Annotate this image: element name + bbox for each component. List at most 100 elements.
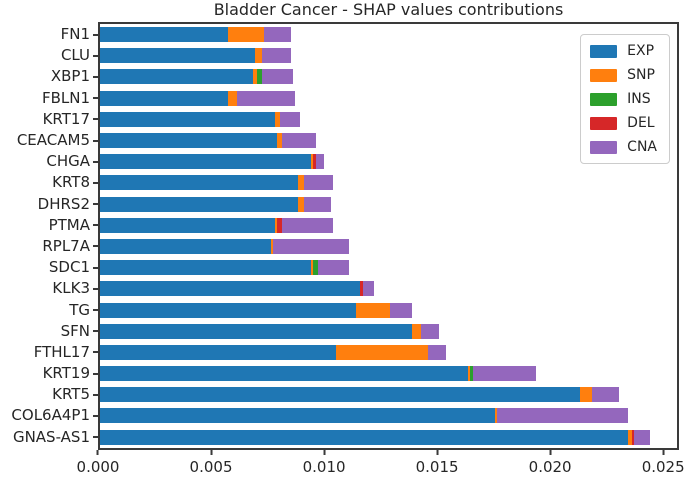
- segment-cna-KLK3: [362, 281, 374, 297]
- segment-exp-CLU: [100, 48, 255, 64]
- bar-KRT19: [100, 366, 677, 382]
- bar-KRT17: [100, 111, 677, 127]
- segment-snp-KRT19: [468, 366, 471, 382]
- y-label-row: FN1: [0, 27, 98, 42]
- x-tick-mark: [96, 450, 99, 455]
- y-tick-label-KRT8: KRT8: [52, 173, 90, 192]
- bar-CHGA: [100, 154, 677, 170]
- segment-del-GNAS-AS1: [632, 429, 635, 445]
- bar-XBP1: [100, 69, 677, 85]
- x-tick-mark: [323, 450, 326, 455]
- y-label-row: DHRS2: [0, 196, 98, 212]
- segment-exp-DHRS2: [100, 196, 298, 212]
- segment-exp-SDC1: [100, 260, 312, 276]
- segment-snp-KRT5: [580, 387, 592, 403]
- y-label-row: GNAS-AS1: [0, 429, 98, 445]
- legend-swatch-snp: [590, 68, 618, 82]
- y-tick-mark: [93, 33, 98, 36]
- segment-exp-FN1: [100, 27, 228, 43]
- y-label-row: KRT19: [0, 366, 98, 381]
- segment-cna-GNAS-AS1: [634, 429, 651, 445]
- segment-del-PTMA: [277, 217, 282, 233]
- legend-item-ins: INS: [590, 92, 657, 106]
- x-tick-label: 0.020: [528, 458, 572, 476]
- x-tick-label: 0.010: [302, 458, 346, 476]
- y-label-row: KRT17: [0, 111, 98, 127]
- y-tick-label-FTHL17: FTHL17: [33, 342, 90, 361]
- bars-container: [100, 24, 677, 448]
- segment-cna-SFN: [421, 323, 439, 339]
- bar-FBLN1: [100, 90, 677, 106]
- bar-GNAS-AS1: [100, 429, 677, 445]
- segment-exp-PTMA: [100, 217, 276, 233]
- y-tick-label-RPL7A: RPL7A: [42, 236, 90, 255]
- legend-label-del: DEL: [627, 115, 655, 131]
- y-label-row: CEACAM5: [0, 133, 98, 148]
- bar-CLU: [100, 48, 677, 64]
- bar-RPL7A: [100, 238, 677, 254]
- segment-exp-XBP1: [100, 69, 253, 85]
- segment-snp-XBP1: [252, 69, 258, 85]
- y-tick-label-KLK3: KLK3: [52, 279, 90, 298]
- y-tick-mark: [93, 393, 98, 396]
- segment-snp-RPL7A: [270, 238, 273, 254]
- y-tick-label-KRT19: KRT19: [42, 364, 90, 383]
- bar-SDC1: [100, 260, 677, 276]
- bar-KLK3: [100, 281, 677, 297]
- legend-label-cna: CNA: [627, 139, 657, 155]
- segment-cna-XBP1: [261, 69, 294, 85]
- bar-FN1: [100, 27, 677, 43]
- y-tick-mark: [93, 203, 98, 206]
- y-label-row: CHGA: [0, 154, 98, 169]
- bar-SFN: [100, 323, 677, 339]
- segment-exp-CEACAM5: [100, 133, 278, 149]
- segment-snp-CLU: [254, 48, 262, 64]
- x-tick-0.025: 0.025: [642, 450, 685, 476]
- legend: EXP SNP INS DEL CNA: [580, 34, 670, 164]
- segment-ins-SDC1: [313, 260, 318, 276]
- segment-cna-FBLN1: [236, 90, 296, 106]
- segment-snp-DHRS2: [297, 196, 305, 212]
- segment-exp-KLK3: [100, 281, 361, 297]
- y-tick-mark: [93, 287, 98, 290]
- y-axis-labels: FN1 CLU XBP1 FBLN1 KRT17 CEACAM5 CHGA KRT8 DHRS2…: [0, 24, 98, 448]
- bar-CEACAM5: [100, 133, 677, 149]
- y-tick-mark: [93, 181, 98, 184]
- y-label-row: COL6A4P1: [0, 408, 98, 423]
- segment-snp-FN1: [227, 27, 264, 43]
- y-label-row: KRT8: [0, 175, 98, 190]
- segment-exp-KRT17: [100, 111, 276, 127]
- segment-snp-PTMA: [275, 217, 278, 233]
- segment-cna-CHGA: [315, 154, 325, 170]
- legend-label-ins: INS: [627, 91, 651, 107]
- bar-KRT5: [100, 387, 677, 403]
- segment-cna-CLU: [261, 48, 291, 64]
- segment-snp-CHGA: [311, 154, 314, 170]
- y-tick-label-PTMA: PTMA: [48, 215, 90, 234]
- chart-title: Bladder Cancer - SHAP values contributio…: [213, 0, 564, 19]
- segment-cna-KRT17: [279, 111, 300, 127]
- x-tick-0.010: 0.010: [303, 450, 346, 476]
- y-tick-label-SFN: SFN: [60, 321, 90, 340]
- segment-exp-RPL7A: [100, 238, 271, 254]
- segment-del-KLK3: [360, 281, 363, 297]
- y-label-row: KRT5: [0, 387, 98, 402]
- x-tick-mark: [662, 450, 665, 455]
- y-tick-mark: [93, 97, 98, 100]
- y-tick-label-COL6A4P1: COL6A4P1: [11, 406, 90, 425]
- y-label-row: SFN: [0, 321, 98, 340]
- y-tick-mark: [93, 160, 98, 163]
- segment-cna-RPL7A: [272, 238, 350, 254]
- segment-snp-CEACAM5: [277, 133, 282, 149]
- segment-exp-FBLN1: [100, 90, 228, 106]
- y-tick-label-CHGA: CHGA: [46, 152, 90, 171]
- y-tick-mark: [93, 436, 98, 439]
- segment-cna-CEACAM5: [281, 133, 316, 149]
- y-tick-label-SDC1: SDC1: [48, 258, 90, 277]
- y-label-row: TG: [0, 302, 98, 318]
- segment-cna-KRT5: [591, 387, 619, 403]
- bar-COL6A4P1: [100, 408, 677, 424]
- segment-snp-SFN: [412, 323, 422, 339]
- segment-cna-TG: [389, 302, 413, 318]
